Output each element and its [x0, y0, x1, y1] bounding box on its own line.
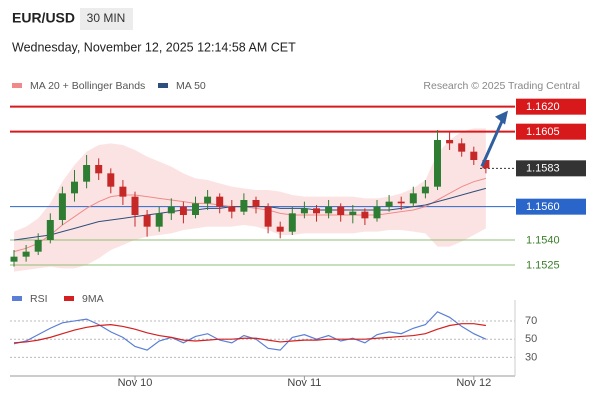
- candle-body: [22, 251, 30, 257]
- level-label-box: [516, 123, 586, 140]
- forecast-arrow: [480, 116, 506, 167]
- candle-body: [288, 213, 296, 232]
- level-label-box: [516, 98, 586, 115]
- ma-line: [13, 177, 487, 253]
- legend-label: 9MA: [82, 293, 104, 305]
- candle-body: [397, 201, 405, 204]
- level-label: 1.1540: [526, 234, 560, 246]
- legend-swatch: [158, 83, 168, 88]
- candle-body: [58, 193, 66, 220]
- level-label: 1.1583: [526, 163, 560, 175]
- candle-body: [446, 140, 454, 144]
- level-label: 1.1560: [526, 201, 560, 213]
- candle-body: [421, 186, 429, 194]
- candle-body: [228, 206, 236, 212]
- level-label: 1.1605: [526, 126, 560, 138]
- candle-body: [470, 151, 478, 160]
- legend-label: MA 50: [176, 80, 206, 92]
- candle-body: [337, 206, 345, 215]
- rsi-panel: 70 50 30 RSI 9MA: [10, 293, 537, 363]
- candle-body: [143, 215, 151, 227]
- candle-body: [252, 200, 260, 207]
- candle-body: [313, 208, 320, 214]
- y-tick-label: 50: [525, 333, 537, 345]
- legend-label: RSI: [30, 293, 48, 305]
- candle-body: [264, 206, 272, 227]
- candle-body: [179, 206, 187, 215]
- y-tick-label: 70: [525, 315, 537, 327]
- symbol: EUR/USD: [12, 10, 75, 26]
- level-label: 1.1620: [526, 101, 560, 113]
- candle-body: [107, 173, 115, 187]
- candle-body: [300, 208, 308, 214]
- level-label-box: [516, 160, 586, 177]
- price-panel: 1.1620 1.1605 1.1583 1.1560 1.1540 1.1525 MA 2…: [10, 80, 586, 272]
- x-tick-label: Nov 11: [287, 377, 321, 389]
- candle-body: [71, 181, 78, 194]
- level-label: 1.1525: [526, 259, 560, 271]
- rsi-line: [13, 323, 486, 344]
- x-tick-label: Nov 10: [118, 377, 153, 389]
- candle-body: [385, 201, 393, 207]
- candle-body: [240, 200, 248, 212]
- candle-body: [131, 196, 139, 215]
- candle-body: [434, 140, 441, 187]
- candle-body: [482, 160, 490, 169]
- level-label-box: [516, 198, 586, 215]
- y-tick-label: 30: [525, 351, 537, 363]
- bollinger-band: [14, 128, 486, 272]
- candle-body: [409, 193, 417, 204]
- candle-body: [167, 206, 175, 214]
- legend-swatch: [12, 296, 22, 301]
- candle-body: [373, 206, 381, 219]
- candle-body: [458, 143, 466, 152]
- timeframe: 30 MIN: [87, 11, 126, 25]
- candle-body: [83, 165, 91, 182]
- legend-swatch: [12, 83, 22, 88]
- timestamp: Wednesday, November 12, 2025 12:14:58 AM…: [12, 40, 296, 54]
- candle-body: [361, 211, 369, 219]
- candle-body: [192, 203, 199, 215]
- x-tick-label: Nov 12: [456, 377, 491, 389]
- legend-swatch: [64, 296, 74, 301]
- candle-body: [10, 256, 18, 262]
- candle-body: [46, 220, 54, 240]
- timeframe-box: [80, 8, 133, 30]
- candle-body: [216, 196, 224, 207]
- forecast-arrow-head: [495, 110, 508, 125]
- candle-body: [325, 206, 333, 214]
- legend-label: MA 20 + Bollinger Bands: [30, 80, 145, 92]
- candle-body: [349, 211, 357, 215]
- candle-body: [276, 226, 284, 232]
- rsi-line: [13, 311, 487, 351]
- candle-body: [95, 165, 103, 174]
- candle-body: [204, 196, 212, 204]
- source: Research © 2025 Trading Central: [423, 80, 580, 92]
- candle-body: [119, 186, 127, 197]
- ma-line: [13, 187, 487, 241]
- candle-body: [34, 240, 42, 252]
- candle-body: [155, 213, 163, 227]
